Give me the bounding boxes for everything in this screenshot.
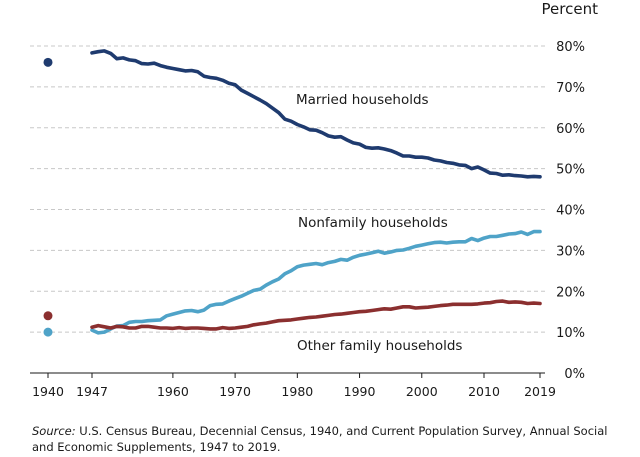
x-tick-label: 1960 xyxy=(157,384,189,399)
annotation-label: Other family households xyxy=(297,338,462,354)
y-tick-label: 30% xyxy=(556,244,585,259)
y-tick-label: 0% xyxy=(564,367,585,382)
series-annotations: Married households Nonfamily households Ot… xyxy=(296,92,462,354)
x-tick-label: 1990 xyxy=(344,384,376,399)
series-line-other-family-households xyxy=(90,299,542,331)
gridlines xyxy=(30,45,545,333)
annotation-label: Nonfamily households xyxy=(298,215,448,231)
y-tick-label: 20% xyxy=(556,285,585,300)
line-chart: 0%10%20%30%40%50%60%70%80% 1940 1947 1960 1… xyxy=(30,0,599,399)
series-line-nonfamily-households xyxy=(90,229,542,335)
x-tick-label: 2000 xyxy=(406,384,438,399)
x-tick-label: 2010 xyxy=(468,384,500,399)
y-tick-label: 50% xyxy=(556,163,585,178)
y-unit-label: Percent xyxy=(542,0,599,18)
point-1940-nonfamily-households xyxy=(43,327,53,337)
y-tick-label: 70% xyxy=(556,81,585,96)
x-tick-label: 1940 xyxy=(32,384,64,399)
y-tick-label: 10% xyxy=(556,326,585,341)
source-note: Source: U.S. Census Bureau, Decennial Ce… xyxy=(32,423,622,455)
series-line-married-households xyxy=(90,49,542,179)
points-1940 xyxy=(43,57,53,337)
x-axis: 1940 1947 1960 1970 1980 1990 2000 2010 2019 xyxy=(30,372,556,399)
series-lines xyxy=(90,49,542,335)
point-1940-other-family-households xyxy=(43,311,53,321)
point-1940-married-households xyxy=(43,57,53,67)
annotation-label: Married households xyxy=(296,92,429,108)
source-text: U.S. Census Bureau, Decennial Census, 19… xyxy=(32,424,608,454)
y-tick-label: 60% xyxy=(556,122,585,137)
x-tick-label: 1947 xyxy=(76,384,108,399)
source-label: Source: xyxy=(32,424,76,438)
x-tick-label: 1980 xyxy=(281,384,313,399)
x-tick-label: 1970 xyxy=(219,384,251,399)
x-tick-label: 2019 xyxy=(524,384,556,399)
y-axis: 0% 10% 20% 30% 40% 50% 60% 70% 80% xyxy=(556,40,585,382)
y-tick-label: 40% xyxy=(556,204,585,219)
y-tick-label: 80% xyxy=(556,40,585,55)
